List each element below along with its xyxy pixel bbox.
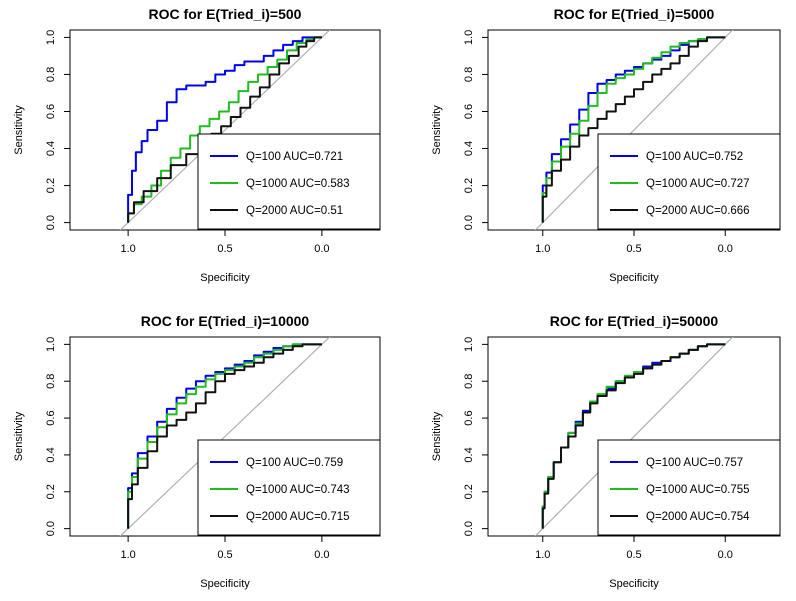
x-tick-label: 1.0 <box>535 549 550 561</box>
y-tick-label: 0.8 <box>45 67 57 82</box>
y-axis-label: Sensitivity <box>13 105 25 155</box>
y-tick-label: 0.2 <box>463 178 475 193</box>
legend-box <box>197 133 381 230</box>
y-tick-label: 0.6 <box>463 410 475 425</box>
chart-title: ROC for E(Tried_i)=5000 <box>554 6 715 22</box>
roc-series-line <box>127 36 322 223</box>
y-tick-label: 0.4 <box>463 141 475 156</box>
legend-box <box>597 133 781 230</box>
y-tick-label: 0.8 <box>45 374 57 389</box>
y-tick-label: 1.0 <box>45 337 57 352</box>
roc-series-line <box>541 343 726 529</box>
x-axis-label: Specificity <box>609 578 659 590</box>
legend-label: Q=2000 AUC=0.715 <box>246 511 350 523</box>
y-tick-label: 0.8 <box>463 67 475 82</box>
legend-label: Q=1000 AUC=0.727 <box>646 178 750 190</box>
chart-title: ROC for E(Tried_i)=10000 <box>141 313 310 329</box>
chance-diagonal-line <box>119 337 331 536</box>
x-axis-label: Specificity <box>200 272 250 284</box>
y-tick-label: 0.4 <box>45 141 57 156</box>
roc-panel-3: ROC for E(Tried_i)=10000 0.0 0.2 0.4 0.6 0.8 1… <box>13 313 381 590</box>
legend-label: Q=2000 AUC=0.754 <box>646 511 750 523</box>
x-axis-label: Specificity <box>200 578 250 590</box>
y-tick-label: 0.4 <box>463 447 475 462</box>
x-tick-label: 1.0 <box>120 549 135 561</box>
y-tick-label: 0.2 <box>45 484 57 499</box>
y-tick-label: 1.0 <box>463 30 475 45</box>
roc-series-line <box>127 343 322 529</box>
legend-label: Q=1000 AUC=0.583 <box>246 178 350 190</box>
chart-title: ROC for E(Tried_i)=50000 <box>550 313 719 329</box>
y-tick-label: 0.2 <box>463 484 475 499</box>
y-tick-label: 0.2 <box>45 178 57 193</box>
roc-panel-4: ROC for E(Tried_i)=50000 0.0 0.2 0.4 0.6 0.8 1… <box>431 313 781 590</box>
roc-panel-2: ROC for E(Tried_i)=5000 0.0 0.2 0.4 0.6 0.8 1.… <box>431 6 781 284</box>
roc-series-line <box>127 343 322 529</box>
x-tick-label: 0.0 <box>314 549 329 561</box>
y-tick-label: 0.8 <box>463 374 475 389</box>
roc-panel-1: ROC for E(Tried_i)=500 0.0 0.2 0.4 0.6 0.8 1.0… <box>13 6 381 284</box>
x-axis-label: Specificity <box>609 272 659 284</box>
roc-series-line <box>127 36 322 223</box>
legend-label: Q=2000 AUC=0.51 <box>246 205 343 217</box>
y-axis-label: Sensitivity <box>13 411 25 461</box>
legend-label: Q=1000 AUC=0.755 <box>646 484 750 496</box>
y-tick-label: 1.0 <box>463 337 475 352</box>
legend-box <box>197 439 381 536</box>
x-tick-label: 0.5 <box>626 243 641 255</box>
roc-series-line <box>541 36 726 223</box>
chance-diagonal-line <box>534 30 734 230</box>
y-tick-label: 0.0 <box>463 215 475 230</box>
legend-label: Q=2000 AUC=0.666 <box>646 205 750 217</box>
legend-label: Q=100 AUC=0.752 <box>646 151 743 163</box>
x-tick-label: 0.5 <box>217 243 232 255</box>
y-tick-label: 0.4 <box>45 447 57 462</box>
x-tick-label: 1.0 <box>120 243 135 255</box>
legend-box <box>597 439 781 536</box>
x-tick-label: 0.5 <box>626 549 641 561</box>
roc-series-line <box>541 36 726 223</box>
x-tick-label: 0.0 <box>718 549 733 561</box>
chance-diagonal-line <box>534 337 734 536</box>
legend-label: Q=100 AUC=0.757 <box>646 457 743 469</box>
chart-title: ROC for E(Tried_i)=500 <box>149 6 302 22</box>
roc-series-line <box>127 36 322 223</box>
y-axis-label: Sensitivity <box>431 411 443 461</box>
legend-label: Q=1000 AUC=0.743 <box>246 484 350 496</box>
y-tick-label: 0.6 <box>45 410 57 425</box>
y-axis-label: Sensitivity <box>431 105 443 155</box>
y-tick-label: 0.6 <box>45 104 57 119</box>
y-tick-label: 0.6 <box>463 104 475 119</box>
y-tick-label: 0.0 <box>463 521 475 536</box>
chance-diagonal-line <box>119 30 331 230</box>
x-tick-label: 1.0 <box>535 243 550 255</box>
legend-label: Q=100 AUC=0.721 <box>246 151 343 163</box>
roc-series-line <box>541 36 726 223</box>
x-tick-label: 0.0 <box>718 243 733 255</box>
x-tick-label: 0.0 <box>314 243 329 255</box>
y-tick-label: 0.0 <box>45 521 57 536</box>
x-tick-label: 0.5 <box>217 549 232 561</box>
y-tick-label: 1.0 <box>45 30 57 45</box>
legend-label: Q=100 AUC=0.759 <box>246 457 343 469</box>
y-tick-label: 0.0 <box>45 215 57 230</box>
